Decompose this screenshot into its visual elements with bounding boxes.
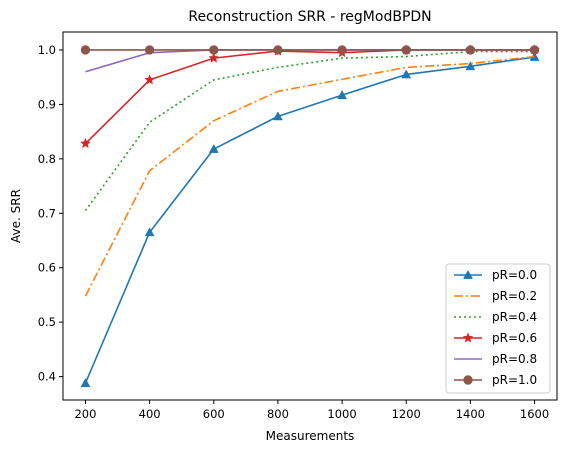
plot-frame [62,31,558,401]
legend-item: pR=0.8 [454,352,537,366]
data-point [465,61,476,71]
legend-item: pR=0.0 [454,268,537,282]
legend-item: pR=0.4 [454,310,537,324]
data-point [209,45,219,55]
legend: pR=0.0 pR=0.2 pR=0.4 pR=0.6 pR=0.8 pR=1.0 [445,263,551,394]
x-tick-label: 1400 [456,407,485,421]
y-tick-label: 0.4 [38,370,56,384]
y-tick-label: 0.5 [38,315,56,329]
x-tick-label: 800 [267,407,289,421]
data-point [529,45,540,55]
series-pr-0-2 [84,55,535,297]
data-point [401,45,411,55]
x-tick-label: 1600 [520,407,549,421]
x-tick-label: 1000 [327,407,356,421]
y-tick-label: 1.0 [38,43,56,57]
legend-label: pR=0.0 [492,268,537,282]
legend-marker [463,375,473,385]
legend-marker [463,269,473,279]
y-tick-label: 0.9 [38,97,56,111]
data-point [144,45,155,55]
data-point [208,144,219,153]
series-pr-1-0 [80,45,540,55]
legend-label: pR=1.0 [492,373,537,387]
legend-item: pR=1.0 [454,373,537,387]
data-point [337,90,348,99]
x-tick-label: 200 [74,407,96,421]
series-line [84,56,535,384]
data-point [144,74,156,85]
legend-marker [462,332,474,343]
data-point [144,227,155,237]
x-axis: 200 400 600 800 1000 1200 1400 1600 [74,400,549,421]
chart-title: Reconstruction SRR - regModBPDN [188,9,431,25]
legend-item: pR=0.2 [454,289,537,303]
data-point [80,378,91,387]
y-tick-label: 0.7 [38,206,56,220]
legend-label: pR=0.4 [492,310,537,324]
data-point [80,137,91,149]
data-point [401,69,412,79]
series-pr-0-4 [84,50,535,212]
data-point [273,45,283,55]
data-point [80,45,91,55]
series-pr-0-6 [80,44,540,149]
x-axis-label: Measurements [266,429,355,443]
data-point [465,45,476,55]
series-line [84,50,535,212]
data-point [337,45,347,55]
legend-item: pR=0.6 [454,331,537,345]
data-point [272,111,283,121]
y-axis: 0.4 0.5 0.6 0.7 0.8 0.9 1.0 [38,43,63,384]
y-axis-label: Ave. SRR [9,189,23,243]
y-tick-label: 0.6 [38,261,56,275]
y-tick-label: 0.8 [38,152,56,166]
legend-label: pR=0.2 [492,289,537,303]
data-point [208,52,220,63]
x-tick-label: 1200 [392,407,421,421]
series-layer [80,44,540,387]
x-tick-label: 400 [139,407,161,421]
series-line [84,55,535,297]
legend-label: pR=0.6 [492,331,537,345]
legend-label: pR=0.8 [492,352,537,366]
x-tick-label: 600 [203,407,225,421]
